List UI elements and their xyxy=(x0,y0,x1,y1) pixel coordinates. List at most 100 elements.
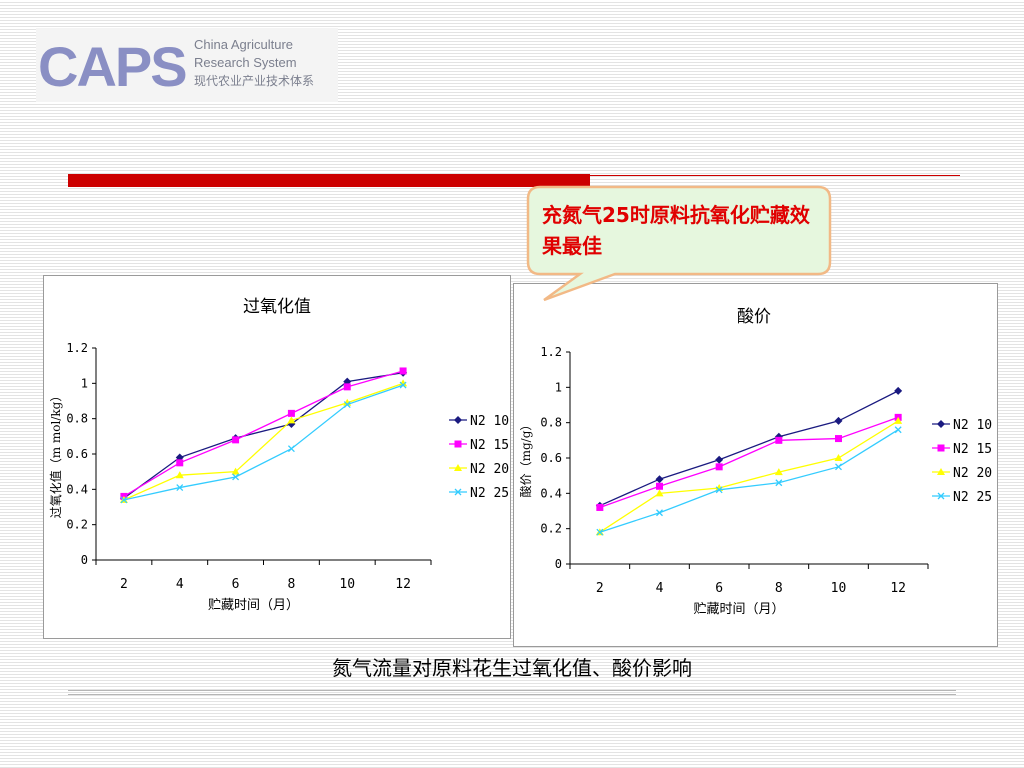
series-line-n2-20 xyxy=(599,420,899,533)
data-point xyxy=(120,496,128,504)
data-point xyxy=(656,509,663,517)
data-point xyxy=(287,445,295,453)
bottom-divider-1 xyxy=(68,690,956,691)
legend-marker xyxy=(937,444,945,452)
data-point xyxy=(343,401,351,408)
data-point xyxy=(894,426,902,434)
data-point xyxy=(287,409,295,417)
x-tick-label: 12 xyxy=(395,577,411,592)
y-tick-label: 1 xyxy=(555,380,562,394)
x-tick-label: 10 xyxy=(339,577,355,592)
legend-marker xyxy=(454,488,462,496)
legend-label: N2 20 xyxy=(953,466,992,481)
x-axis-label: 贮藏时间（月） xyxy=(208,598,299,613)
legend-label: N2 15 xyxy=(470,438,509,453)
y-tick-label: 0.8 xyxy=(540,416,562,430)
data-point xyxy=(399,379,408,387)
x-tick-label: 10 xyxy=(831,581,847,596)
logo-text-block: China Agriculture Research System 现代农业产业… xyxy=(194,36,344,90)
bottom-divider-2 xyxy=(68,694,956,695)
series-line-n2-25 xyxy=(599,429,899,533)
data-point xyxy=(894,386,903,395)
x-tick-label: 4 xyxy=(176,577,184,592)
x-axis-label: 贮藏时间（月） xyxy=(693,602,784,617)
data-point xyxy=(655,475,664,484)
data-point xyxy=(656,482,663,490)
y-tick-label: 0 xyxy=(81,553,88,567)
logo-line-1: China Agriculture xyxy=(194,37,293,52)
y-tick-label: 0.8 xyxy=(66,412,88,426)
data-point xyxy=(715,463,723,471)
y-axis-label: 过氧化值（m mol/kg） xyxy=(48,390,63,519)
data-point xyxy=(175,471,184,479)
x-tick-label: 6 xyxy=(715,581,723,596)
y-tick-label: 1.2 xyxy=(66,341,88,355)
legend-label: N2 10 xyxy=(470,414,509,429)
data-point xyxy=(596,503,604,511)
series-line-n2-25 xyxy=(123,384,404,501)
series-line-n2-20 xyxy=(123,382,404,501)
data-point xyxy=(775,479,783,487)
data-point xyxy=(232,473,240,481)
data-point xyxy=(231,467,240,475)
x-tick-label: 12 xyxy=(890,581,906,596)
legend-marker xyxy=(454,440,462,448)
data-point xyxy=(655,489,664,497)
chart-title: 过氧化值 xyxy=(243,297,311,317)
x-tick-label: 2 xyxy=(120,577,128,592)
legend-marker xyxy=(937,468,945,475)
legend-marker xyxy=(937,420,945,428)
x-tick-label: 2 xyxy=(596,581,604,596)
y-tick-label: 0.2 xyxy=(540,522,562,536)
legend-marker xyxy=(937,492,945,500)
y-tick-label: 1 xyxy=(81,376,88,390)
logo-mark-text: CAPS xyxy=(38,35,186,98)
legend-label: N2 25 xyxy=(953,490,992,505)
legend-label: N2 25 xyxy=(470,486,509,501)
x-tick-label: 8 xyxy=(288,577,296,592)
legend-marker xyxy=(454,416,462,424)
y-axis-label: 酸价（mg/g） xyxy=(518,419,533,498)
legend-label: N2 10 xyxy=(953,418,992,433)
accent-line xyxy=(590,175,960,176)
data-point xyxy=(835,463,842,471)
data-point xyxy=(343,383,351,391)
x-tick-label: 4 xyxy=(656,581,664,596)
y-tick-label: 0 xyxy=(555,557,562,571)
logo-line-2: Research System xyxy=(194,55,297,70)
data-point xyxy=(775,436,783,444)
data-point xyxy=(834,416,843,425)
data-point xyxy=(715,486,723,494)
series-line-n2-15 xyxy=(599,416,899,509)
y-tick-label: 1.2 xyxy=(540,345,562,359)
acid-chart: 酸价 0 0.2 0.4 0.6 0.8 1 1.2 2 4 6 8 10 12 贮藏时间（月） 酸价（mg/… xyxy=(518,307,992,617)
y-tick-label: 0.4 xyxy=(66,482,88,496)
data-point xyxy=(894,416,903,424)
figure-caption: 氮气流量对原料花生过氧化值、酸价影响 xyxy=(332,656,692,680)
y-tick-label: 0.4 xyxy=(540,486,562,500)
peroxide-chart: 过氧化值 0 0.2 0.4 0.6 0.8 1 1.2 2 4 6 8 10 12 贮藏时间（月） 过氧化值… xyxy=(48,297,509,613)
acid-chart-panel: 酸价 0 0.2 0.4 0.6 0.8 1 1.2 2 4 6 8 10 12 贮藏时间（月） 酸价（mg/… xyxy=(513,283,998,647)
data-point xyxy=(232,436,240,444)
x-tick-label: 6 xyxy=(232,577,240,592)
chart-title: 酸价 xyxy=(737,307,771,327)
series-line-n2-10 xyxy=(123,372,404,499)
data-point xyxy=(287,416,296,424)
callout-text: 充氮气25时原料抗氧化贮藏效果最佳 xyxy=(542,203,810,258)
legend-label: N2 20 xyxy=(470,462,509,477)
legend-label: N2 15 xyxy=(953,442,992,457)
data-point xyxy=(176,459,184,467)
series-line-n2-15 xyxy=(123,370,404,497)
data-point xyxy=(835,435,842,443)
legend-marker xyxy=(454,464,462,471)
x-tick-label: 8 xyxy=(775,581,783,596)
series-line-n2-10 xyxy=(599,390,899,507)
data-point xyxy=(176,484,184,492)
data-point xyxy=(596,528,604,536)
data-point xyxy=(399,381,407,389)
data-point xyxy=(834,454,843,461)
peroxide-chart-panel: 过氧化值 0 0.2 0.4 0.6 0.8 1 1.2 2 4 6 8 10 12 贮藏时间（月） 过氧化值… xyxy=(43,275,511,639)
logo-line-3: 现代农业产业技术体系 xyxy=(194,74,315,88)
cars-logo-mark: CAPS xyxy=(38,35,188,98)
y-tick-label: 0.2 xyxy=(66,518,88,532)
